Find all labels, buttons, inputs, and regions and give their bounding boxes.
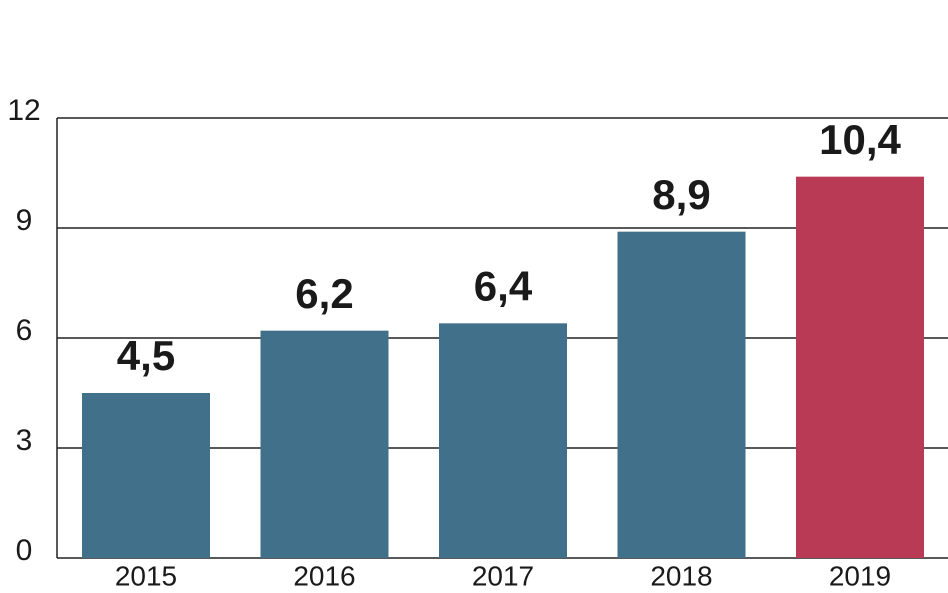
x-tick-label: 2017 <box>472 560 534 591</box>
value-label: 6,2 <box>295 270 353 317</box>
bar <box>439 323 567 558</box>
value-label: 10,4 <box>819 116 901 163</box>
bar <box>617 231 746 558</box>
y-tick-label: 6 <box>16 314 33 347</box>
y-tick-label: 3 <box>16 424 33 457</box>
y-tick-label: 9 <box>16 204 33 237</box>
bar <box>82 393 210 558</box>
y-tick-label: 0 <box>16 534 33 567</box>
x-tick-label: 2018 <box>650 560 712 591</box>
value-label: 8,9 <box>652 171 710 218</box>
y-tick-label: 12 <box>7 94 40 127</box>
x-tick-label: 2016 <box>293 560 355 591</box>
x-tick-label: 2019 <box>829 560 891 591</box>
value-label: 4,5 <box>117 332 175 379</box>
bar <box>260 330 389 558</box>
bar <box>796 176 924 558</box>
x-tick-label: 2015 <box>115 560 177 591</box>
value-label: 6,4 <box>474 262 533 309</box>
